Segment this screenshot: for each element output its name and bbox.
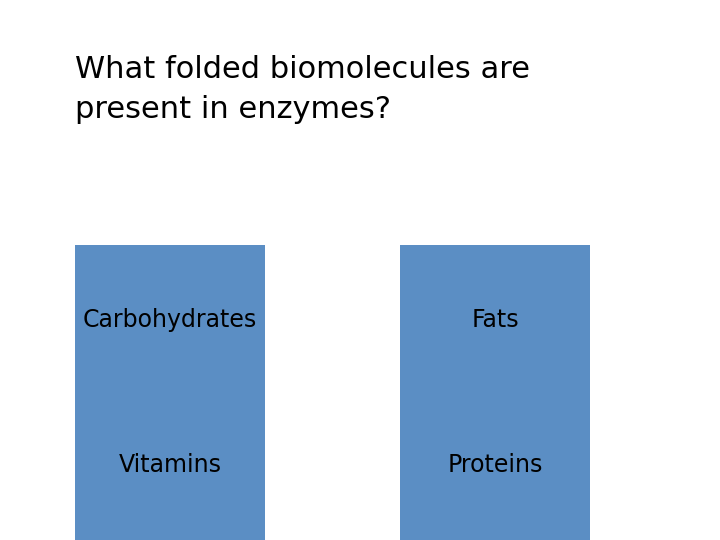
FancyBboxPatch shape	[75, 245, 265, 395]
Text: Carbohydrates: Carbohydrates	[83, 308, 257, 332]
Text: What folded biomolecules are
present in enzymes?: What folded biomolecules are present in …	[75, 55, 530, 125]
Text: Proteins: Proteins	[447, 453, 543, 477]
Text: Vitamins: Vitamins	[119, 453, 222, 477]
FancyBboxPatch shape	[400, 245, 590, 395]
FancyBboxPatch shape	[75, 390, 265, 540]
FancyBboxPatch shape	[400, 390, 590, 540]
Text: Fats: Fats	[471, 308, 519, 332]
